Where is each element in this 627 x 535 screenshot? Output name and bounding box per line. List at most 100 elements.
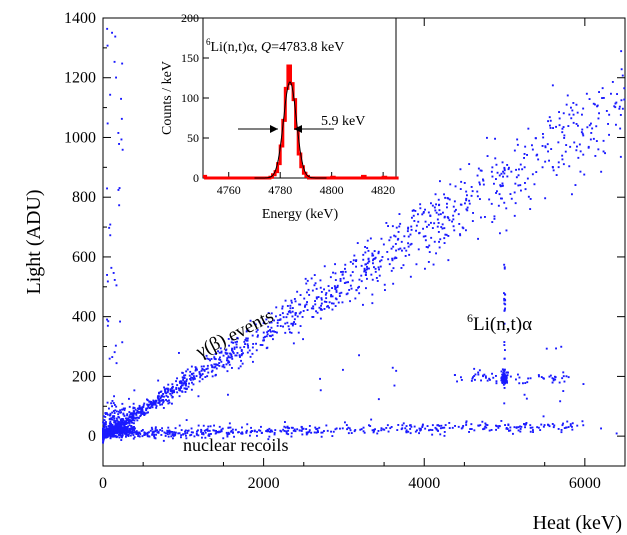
li-peak-text: Li(n,t)α: [473, 314, 532, 335]
scatter-point: [540, 376, 543, 378]
scatter-point: [102, 435, 104, 438]
scatter-point: [597, 117, 600, 120]
scatter-point: [133, 436, 136, 439]
scatter-point: [424, 267, 426, 270]
scatter-point: [518, 168, 520, 171]
scatter-point: [619, 127, 622, 130]
scatter-point: [306, 309, 309, 311]
scatter-point: [428, 251, 431, 253]
scatter-point: [554, 378, 557, 381]
scatter-point: [570, 117, 573, 120]
scatter-point: [157, 402, 160, 404]
scatter-point: [359, 428, 362, 431]
scatter-point: [122, 412, 125, 415]
scatter-point: [410, 242, 413, 245]
scatter-point: [238, 355, 241, 358]
scatter-point: [364, 246, 366, 248]
scatter-point: [569, 424, 572, 427]
scatter-point: [298, 429, 301, 432]
scatter-point: [479, 169, 482, 172]
y-tick-label: 800: [72, 189, 96, 206]
scatter-point: [610, 92, 612, 95]
scatter-point: [142, 411, 145, 414]
scatter-point: [503, 266, 506, 269]
scatter-point: [352, 262, 354, 265]
scatter-point: [378, 268, 380, 271]
scatter-point: [128, 420, 131, 422]
scatter-point: [542, 377, 545, 380]
scatter-point: [409, 275, 412, 278]
scatter-point: [380, 237, 383, 240]
scatter-point: [265, 430, 268, 432]
scatter-point: [213, 366, 216, 369]
scatter-point: [506, 374, 509, 377]
scatter-point: [484, 216, 486, 218]
scatter-point: [191, 373, 194, 376]
scatter-point: [236, 340, 238, 343]
scatter-point: [268, 321, 271, 324]
scatter-point: [504, 293, 507, 296]
scatter-point: [614, 102, 617, 105]
scatter-point: [320, 431, 323, 434]
scatter-point: [129, 416, 132, 418]
scatter-point: [281, 305, 284, 308]
scatter-point: [387, 225, 389, 227]
scatter-point: [119, 320, 121, 323]
scatter-point: [299, 303, 302, 306]
scatter-point: [106, 433, 109, 435]
scatter-point: [394, 243, 397, 245]
scatter-point: [211, 369, 214, 372]
scatter-point: [353, 430, 356, 433]
scatter-point: [302, 338, 304, 341]
scatter-point: [176, 391, 179, 394]
scatter-point: [419, 427, 422, 430]
scatter-point: [601, 87, 604, 90]
scatter-point: [200, 365, 203, 368]
scatter-point: [211, 375, 214, 378]
scatter-point: [110, 417, 113, 420]
scatter-point: [165, 394, 168, 397]
scatter-point: [325, 301, 328, 303]
scatter-point: [284, 421, 286, 423]
scatter-point: [170, 394, 173, 397]
scatter-point: [227, 338, 230, 340]
scatter-point: [124, 420, 126, 423]
scatter-point: [555, 347, 557, 350]
scatter-point: [290, 299, 293, 302]
scatter-point: [128, 422, 131, 425]
scatter-point: [491, 175, 494, 178]
scatter-point: [613, 105, 616, 108]
scatter-point: [548, 375, 551, 378]
scatter-point: [385, 427, 388, 429]
scatter-point: [305, 433, 308, 436]
scatter-point: [220, 428, 223, 431]
scatter-point: [323, 288, 325, 291]
scatter-point: [112, 427, 115, 430]
scatter-point: [395, 226, 398, 229]
scatter-point: [509, 193, 512, 195]
scatter-point: [151, 402, 154, 405]
scatter-point: [156, 429, 159, 432]
scatter-point: [570, 106, 572, 109]
scatter-point: [106, 280, 109, 283]
scatter-point: [376, 280, 379, 282]
scatter-point: [377, 250, 380, 253]
scatter-point: [228, 363, 231, 366]
scatter-point: [369, 425, 372, 427]
scatter-point: [161, 395, 164, 398]
scatter-point: [517, 373, 519, 376]
scatter-point: [118, 436, 121, 439]
scatter-point: [187, 385, 190, 388]
scatter-point: [286, 425, 289, 428]
scatter-point: [190, 365, 193, 368]
scatter-point: [362, 303, 364, 306]
scatter-point: [126, 427, 129, 430]
scatter-point: [246, 423, 249, 426]
scatter-point: [167, 395, 169, 398]
scatter-point: [126, 413, 129, 416]
scatter-point: [190, 431, 193, 434]
scatter-point: [159, 396, 162, 399]
scatter-point: [334, 305, 337, 307]
scatter-point: [579, 170, 582, 173]
scatter-point: [181, 390, 184, 393]
